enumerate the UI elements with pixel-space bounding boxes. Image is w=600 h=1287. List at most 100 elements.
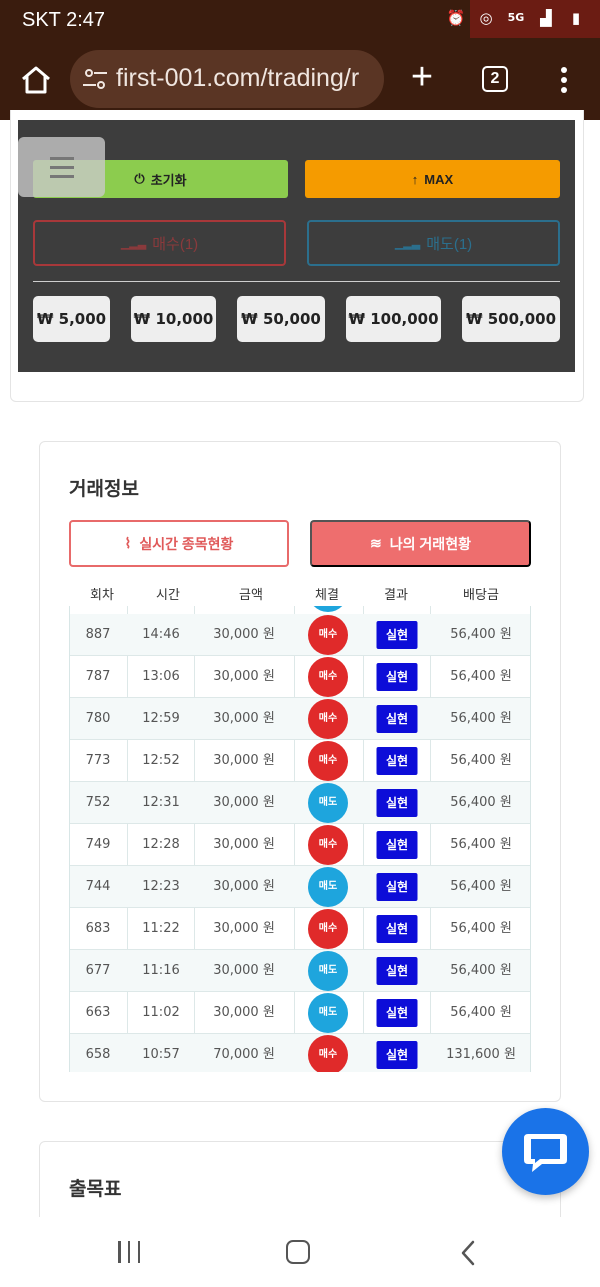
cell-round: 663 <box>85 1005 111 1020</box>
amount-button-50000[interactable]: ₩ 50,000 <box>237 296 325 342</box>
battery-icon: ▮ <box>571 9 581 27</box>
recent-apps-icon[interactable] <box>118 1241 140 1263</box>
result-badge: 실현 <box>376 789 418 817</box>
tab-my-trades[interactable]: ≋ 나의 거래현황 <box>310 520 531 567</box>
sell-button[interactable]: ▁▂▃ 매도(1) <box>307 220 560 266</box>
more-vert-icon[interactable] <box>552 64 576 96</box>
tab-count: 2 <box>490 70 500 87</box>
cell-round: 744 <box>85 879 111 894</box>
cell-round: 887 <box>85 627 111 642</box>
table-row[interactable]: 744 12:23 30,000 원 56,400 원 매도 실현 <box>70 866 530 908</box>
column-divider <box>363 606 364 1072</box>
buy-badge: 매수 <box>308 909 348 949</box>
result-badge: 실현 <box>376 705 418 733</box>
sell-badge: 매도 <box>308 951 348 991</box>
waves-icon: ≋ <box>370 535 382 551</box>
table-row[interactable]: 677 11:16 30,000 원 56,400 원 매도 실현 <box>70 950 530 992</box>
tab-live-label: 실시간 종목현황 <box>139 535 234 552</box>
cell-round: 749 <box>85 837 111 852</box>
cell-time: 13:06 <box>142 669 180 684</box>
col-amount: 금액 <box>239 588 263 603</box>
url-bar[interactable]: first-001.com/trading/r <box>70 50 384 108</box>
result-badge: 실현 <box>376 831 418 859</box>
cell-time: 11:02 <box>142 1005 180 1020</box>
tune-icon[interactable] <box>82 67 108 91</box>
tab-mine-label: 나의 거래현황 <box>389 535 471 552</box>
table-row[interactable]: 752 12:31 30,000 원 56,400 원 매도 실현 <box>70 782 530 824</box>
signal-icon: ▟ <box>540 9 552 27</box>
cell-amount: 70,000 원 <box>213 1047 275 1062</box>
table-row[interactable]: 683 11:22 30,000 원 56,400 원 매수 실현 <box>70 908 530 950</box>
cell-amount: 30,000 원 <box>213 921 275 936</box>
cell-time: 14:46 <box>142 627 180 642</box>
amount-button-500000[interactable]: ₩ 500,000 <box>462 296 560 342</box>
trade-info-title: 거래정보 <box>69 478 139 500</box>
cell-payout: 56,400 원 <box>450 963 512 978</box>
cell-payout: 56,400 원 <box>450 837 512 852</box>
table-row[interactable]: 787 13:06 30,000 원 56,400 원 매수 실현 <box>70 656 530 698</box>
table-row[interactable]: 749 12:28 30,000 원 56,400 원 매수 실현 <box>70 824 530 866</box>
cell-payout: 56,400 원 <box>450 879 512 894</box>
result-badge: 실현 <box>376 747 418 775</box>
buy-button[interactable]: ▁▂▃ 매수(1) <box>33 220 286 266</box>
col-payout: 배당금 <box>463 588 499 603</box>
status-notification-overlay <box>470 0 600 38</box>
buy-badge: 매수 <box>308 657 348 697</box>
home-icon[interactable] <box>18 62 54 98</box>
col-execution: 체결 <box>315 588 339 603</box>
table-row[interactable]: 658 10:57 70,000 원 131,600 원 매수 실현 <box>70 1034 530 1072</box>
plus-icon[interactable]: + <box>410 56 434 98</box>
amount-button-100000[interactable]: ₩ 100,000 <box>346 296 441 342</box>
buy-badge: 매수 <box>308 741 348 781</box>
reset-label: 초기화 <box>150 172 187 188</box>
max-label: MAX <box>424 171 454 187</box>
amount-button-5000[interactable]: ₩ 5,000 <box>33 296 110 342</box>
url-text: first-001.com/trading/r <box>116 64 360 92</box>
max-button[interactable]: ↑ MAX <box>305 160 560 198</box>
status-icons: ⏰ ◎ 5G ▟ ▮ <box>446 8 586 28</box>
tab-live-status[interactable]: ⌇ 실시간 종목현황 <box>69 520 289 567</box>
hamburger-menu-icon[interactable] <box>18 137 105 197</box>
amount-button-10000[interactable]: ₩ 10,000 <box>131 296 216 342</box>
cell-amount: 30,000 원 <box>213 669 275 684</box>
table-row[interactable]: 663 11:02 30,000 원 56,400 원 매도 실현 <box>70 992 530 1034</box>
result-badge: 실현 <box>376 1041 418 1069</box>
table-row[interactable]: 773 12:52 30,000 원 56,400 원 매수 실현 <box>70 740 530 782</box>
buy-badge: 매수 <box>308 615 348 655</box>
chat-button[interactable] <box>502 1108 589 1195</box>
cell-round: 773 <box>85 753 111 768</box>
cell-amount: 30,000 원 <box>213 627 275 642</box>
table-row[interactable]: 780 12:59 30,000 원 56,400 원 매수 실현 <box>70 698 530 740</box>
buy-badge: 매수 <box>308 1035 348 1072</box>
cell-amount: 30,000 원 <box>213 879 275 894</box>
sell-label: 매도(1) <box>426 235 473 253</box>
cell-payout: 56,400 원 <box>450 1005 512 1020</box>
panel-divider <box>33 281 560 282</box>
home-icon[interactable] <box>286 1240 310 1264</box>
hotspot-icon: ◎ <box>479 9 493 27</box>
signal-bars-icon: ▁▂▃ <box>394 237 421 250</box>
table-row[interactable]: 887 14:46 30,000 원 56,400 원 매수 실현 <box>70 614 530 656</box>
cell-time: 12:59 <box>142 711 180 726</box>
column-divider <box>194 606 195 1072</box>
cell-round: 780 <box>85 711 111 726</box>
back-icon[interactable] <box>458 1239 478 1267</box>
cell-payout: 56,400 원 <box>450 795 512 810</box>
cell-round: 677 <box>85 963 111 978</box>
arrow-up-icon: ↑ <box>411 171 419 187</box>
result-badge: 실현 <box>376 873 418 901</box>
tabs-button[interactable]: 2 <box>482 66 508 92</box>
buy-label: 매수(1) <box>152 235 199 253</box>
pulse-icon: ⌇ <box>124 535 132 551</box>
cell-time: 12:28 <box>142 837 180 852</box>
result-badge: 실현 <box>376 663 418 691</box>
alarm-icon: ⏰ <box>446 9 466 27</box>
5g-icon: 5G <box>507 11 525 24</box>
cell-amount: 30,000 원 <box>213 753 275 768</box>
status-time: SKT 2:47 <box>22 9 106 31</box>
trade-table[interactable]: 887 14:46 30,000 원 56,400 원 매수 실현 787 13:06 30,0… <box>69 606 531 1072</box>
cell-amount: 30,000 원 <box>213 1005 275 1020</box>
sell-badge: 매도 <box>308 783 348 823</box>
status-bar: SKT 2:47 ⏰ ◎ 5G ▟ ▮ <box>0 0 600 44</box>
col-time: 시간 <box>156 588 180 603</box>
